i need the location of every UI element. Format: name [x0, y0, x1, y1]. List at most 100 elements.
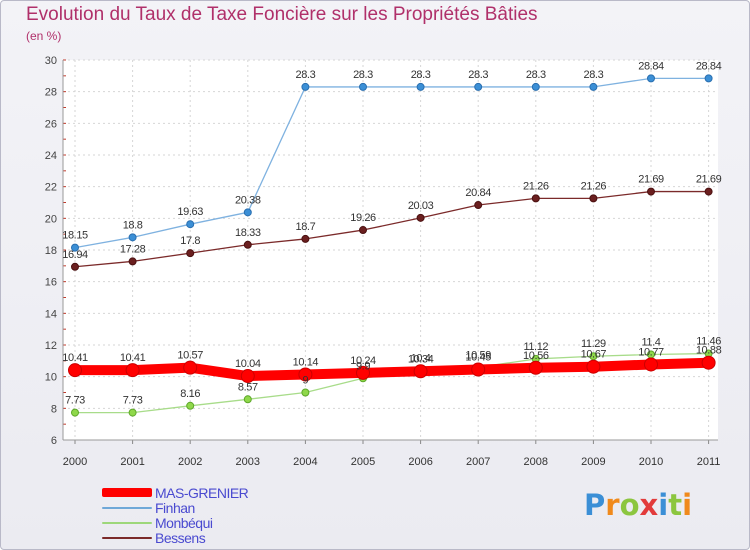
data-point-mas-grenier	[68, 363, 82, 378]
data-point-finhan	[647, 74, 655, 83]
legend-label-bessens: Bessens	[155, 530, 206, 546]
data-label-mas-grenier: 10.57	[177, 350, 203, 362]
data-label-mas-grenier: 10.34	[408, 353, 434, 365]
data-point-finhan	[243, 208, 252, 217]
data-point-monbequi	[128, 408, 137, 417]
data-label-finhan: 28.3	[295, 69, 315, 81]
data-point-finhan	[128, 233, 137, 242]
data-point-monbequi	[71, 408, 79, 417]
x-tick-label: 2011	[697, 456, 721, 468]
y-tick-label: 26	[45, 118, 57, 130]
x-tick-label: 2005	[351, 456, 375, 468]
data-point-finhan	[531, 82, 540, 91]
data-label-mas-grenier: 10.24	[350, 355, 376, 367]
legend-swatch-mas-grenier	[102, 488, 152, 497]
data-label-bessens: 18.33	[235, 227, 261, 239]
data-point-bessens	[243, 240, 252, 249]
legend-swatch-bessens	[102, 537, 152, 539]
data-point-mas-grenier	[701, 355, 716, 370]
data-label-bessens: 20.03	[408, 200, 434, 212]
data-label-finhan: 28.3	[583, 69, 603, 81]
data-label-mas-grenier: 10.41	[62, 352, 88, 364]
data-point-mas-grenier	[586, 359, 601, 374]
logo-letter: x	[639, 488, 659, 522]
data-point-bessens	[647, 187, 655, 196]
data-point-mas-grenier	[298, 367, 313, 382]
data-point-bessens	[71, 262, 79, 271]
data-label-bessens: 21.26	[581, 180, 607, 192]
data-label-mas-grenier: 10.45	[465, 352, 491, 364]
data-label-finhan: 28.3	[353, 69, 373, 81]
data-label-finhan: 28.84	[638, 60, 664, 72]
y-tick-label: 8	[51, 403, 57, 415]
data-point-bessens	[704, 187, 713, 196]
data-label-monbequi: 11.12	[523, 341, 548, 353]
x-tick-label: 2008	[524, 456, 548, 468]
data-label-finhan: 20.38	[235, 194, 261, 206]
data-label-bessens: 19.26	[350, 212, 376, 224]
data-label-mas-grenier: 10.88	[696, 345, 722, 357]
data-point-bessens	[589, 194, 598, 203]
data-point-bessens	[128, 257, 137, 266]
data-point-bessens	[301, 234, 310, 243]
y-tick-label: 28	[45, 87, 57, 99]
data-label-finhan: 19.63	[177, 206, 203, 218]
data-point-mas-grenier	[240, 369, 255, 384]
data-point-mas-grenier	[471, 362, 486, 377]
data-point-finhan	[589, 82, 598, 91]
y-tick-label: 24	[45, 150, 57, 162]
data-point-bessens	[186, 249, 195, 258]
proxiti-logo: Proxiti	[584, 488, 692, 522]
data-label-mas-grenier: 10.04	[235, 358, 261, 370]
data-label-bessens: 16.94	[62, 249, 88, 261]
y-tick-label: 14	[45, 308, 57, 320]
data-point-bessens	[474, 201, 483, 210]
logo-letter: i	[658, 488, 669, 522]
data-label-monbequi: 7.73	[123, 395, 143, 407]
data-label-bessens: 21.69	[638, 174, 664, 186]
data-label-monbequi: 9.9	[356, 360, 370, 372]
data-label-monbequi: 10.59	[465, 349, 491, 361]
y-tick-label: 18	[45, 245, 57, 257]
y-tick-label: 20	[45, 213, 57, 225]
data-label-finhan: 28.3	[526, 69, 546, 81]
data-point-bessens	[416, 213, 425, 222]
data-label-monbequi: 10.4	[411, 352, 431, 364]
data-label-monbequi: 7.73	[65, 395, 85, 407]
chart-unit-label: (en %)	[26, 29, 62, 43]
data-label-monbequi: 11.4	[642, 337, 661, 349]
logo-letter: P	[584, 488, 606, 522]
logo-letter: t	[668, 488, 683, 522]
logo-letter: r	[605, 488, 620, 522]
data-label-bessens: 21.69	[696, 174, 722, 186]
chart-title: Evolution du Taux de Taxe Foncière sur l…	[26, 4, 538, 25]
legend-label-monbequi: Monbéqui	[155, 515, 213, 531]
series-line-mas-grenier	[70, 357, 714, 382]
data-label-monbequi: 9	[303, 375, 309, 387]
data-point-mas-grenier	[528, 360, 543, 375]
data-point-finhan	[186, 220, 195, 229]
y-tick-label: 12	[45, 340, 57, 352]
x-tick-label: 2000	[63, 456, 87, 468]
data-label-monbequi: 11.29	[581, 338, 606, 350]
data-label-monbequi: 8.57	[238, 381, 258, 393]
data-label-mas-grenier: 10.14	[293, 356, 319, 368]
data-label-finhan: 28.3	[411, 69, 431, 81]
data-point-monbequi	[301, 388, 310, 397]
y-tick-label: 22	[45, 182, 57, 194]
y-tick-label: 10	[45, 372, 57, 384]
logo-letter: o	[619, 488, 640, 522]
data-point-mas-grenier	[413, 364, 428, 379]
x-tick-label: 2002	[178, 456, 202, 468]
data-point-finhan	[301, 82, 310, 91]
legend-label-mas-grenier: MAS-GRENIER	[155, 485, 249, 501]
x-tick-label: 2007	[466, 456, 490, 468]
data-label-finhan: 18.8	[123, 219, 143, 231]
data-point-monbequi	[186, 401, 195, 410]
data-label-finhan: 28.3	[468, 69, 488, 81]
legend-swatch-monbequi	[102, 522, 152, 524]
x-tick-label: 2001	[120, 456, 144, 468]
x-tick-label: 2004	[293, 456, 317, 468]
data-point-finhan	[359, 82, 367, 91]
data-label-bessens: 17.8	[180, 235, 200, 247]
